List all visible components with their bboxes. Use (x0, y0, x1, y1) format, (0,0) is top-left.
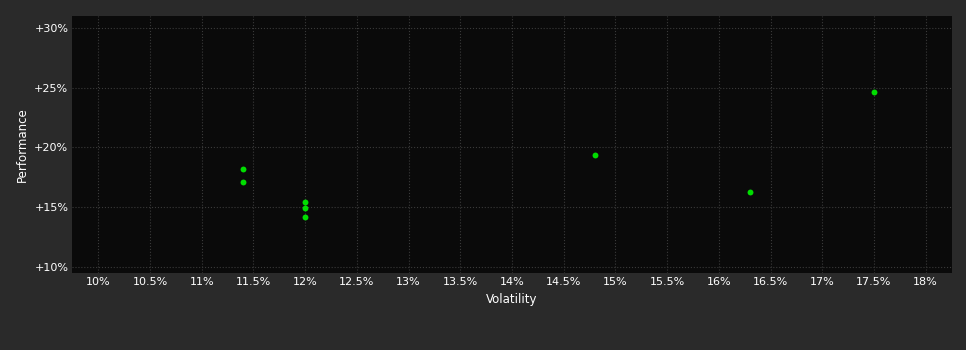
Point (742, 189, 757, 195)
Point (867, 90, 882, 95)
Point (298, 199, 313, 205)
Point (236, 179, 251, 185)
Y-axis label: Performance: Performance (15, 107, 29, 182)
Point (298, 214, 313, 219)
X-axis label: Volatility: Volatility (486, 293, 538, 306)
Point (236, 166, 251, 172)
Point (298, 205, 313, 211)
Point (587, 152, 603, 158)
